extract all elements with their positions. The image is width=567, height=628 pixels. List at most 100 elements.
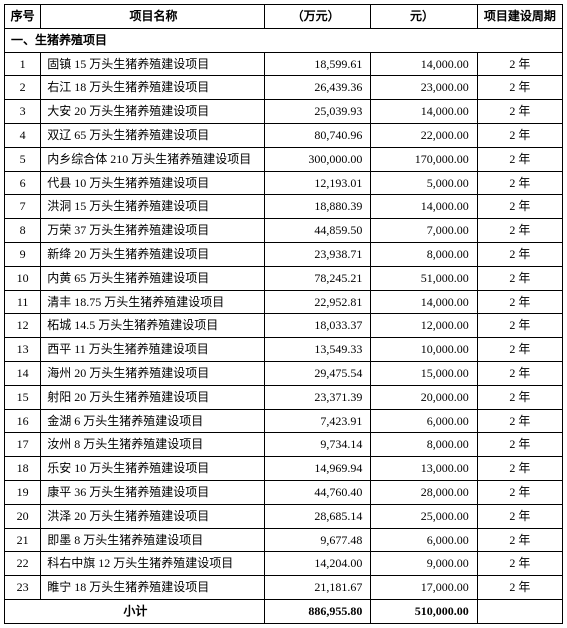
table-row: 23睢宁 18 万头生猪养殖建设项目21,181.6717,000.002 年 xyxy=(5,576,563,600)
cell-capacity: 10,000.00 xyxy=(371,338,477,362)
cell-name: 金湖 6 万头生猪养殖建设项目 xyxy=(41,409,265,433)
cell-name: 代县 10 万头生猪养殖建设项目 xyxy=(41,171,265,195)
cell-period: 2 年 xyxy=(477,528,562,552)
cell-idx: 9 xyxy=(5,242,41,266)
cell-period: 2 年 xyxy=(477,290,562,314)
cell-idx: 4 xyxy=(5,123,41,147)
table-row: 21即墨 8 万头生猪养殖建设项目9,677.486,000.002 年 xyxy=(5,528,563,552)
cell-name: 康平 36 万头生猪养殖建设项目 xyxy=(41,480,265,504)
cell-name: 洪洞 15 万头生猪养殖建设项目 xyxy=(41,195,265,219)
cell-idx: 2 xyxy=(5,76,41,100)
cell-idx: 16 xyxy=(5,409,41,433)
cell-invest: 22,952.81 xyxy=(264,290,370,314)
cell-name: 科右中旗 12 万头生猪养殖建设项目 xyxy=(41,552,265,576)
table-row: 22科右中旗 12 万头生猪养殖建设项目14,204.009,000.002 年 xyxy=(5,552,563,576)
cell-invest: 29,475.54 xyxy=(264,361,370,385)
cell-period: 2 年 xyxy=(477,361,562,385)
cell-name: 新绛 20 万头生猪养殖建设项目 xyxy=(41,242,265,266)
cell-name: 双辽 65 万头生猪养殖建设项目 xyxy=(41,123,265,147)
cell-name: 固镇 15 万头生猪养殖建设项目 xyxy=(41,52,265,76)
cell-capacity: 17,000.00 xyxy=(371,576,477,600)
table-row: 5内乡综合体 210 万头生猪养殖建设项目300,000.00170,000.0… xyxy=(5,147,563,171)
cell-name: 乐安 10 万头生猪养殖建设项目 xyxy=(41,457,265,481)
table-row: 10内黄 65 万头生猪养殖建设项目78,245.2151,000.002 年 xyxy=(5,266,563,290)
cell-period: 2 年 xyxy=(477,576,562,600)
cell-idx: 5 xyxy=(5,147,41,171)
cell-name: 西平 11 万头生猪养殖建设项目 xyxy=(41,338,265,362)
cell-period: 2 年 xyxy=(477,219,562,243)
header-period: 项目建设周期 xyxy=(477,5,562,29)
cell-period: 2 年 xyxy=(477,52,562,76)
cell-invest: 21,181.67 xyxy=(264,576,370,600)
cell-capacity: 6,000.00 xyxy=(371,528,477,552)
cell-invest: 12,193.01 xyxy=(264,171,370,195)
cell-capacity: 14,000.00 xyxy=(371,100,477,124)
cell-period: 2 年 xyxy=(477,242,562,266)
subtotal-row: 小计886,955.80510,000.00 xyxy=(5,599,563,623)
cell-invest: 28,685.14 xyxy=(264,504,370,528)
header-name: 项目名称 xyxy=(41,5,265,29)
cell-idx: 7 xyxy=(5,195,41,219)
cell-name: 万荣 37 万头生猪养殖建设项目 xyxy=(41,219,265,243)
cell-idx: 21 xyxy=(5,528,41,552)
cell-period: 2 年 xyxy=(477,338,562,362)
cell-period: 2 年 xyxy=(477,147,562,171)
cell-name: 射阳 20 万头生猪养殖建设项目 xyxy=(41,385,265,409)
table-row: 4双辽 65 万头生猪养殖建设项目80,740.9622,000.002 年 xyxy=(5,123,563,147)
cell-invest: 23,938.71 xyxy=(264,242,370,266)
cell-invest: 14,204.00 xyxy=(264,552,370,576)
cell-name: 汝州 8 万头生猪养殖建设项目 xyxy=(41,433,265,457)
cell-name: 即墨 8 万头生猪养殖建设项目 xyxy=(41,528,265,552)
cell-period: 2 年 xyxy=(477,409,562,433)
cell-capacity: 22,000.00 xyxy=(371,123,477,147)
table-row: 11清丰 18.75 万头生猪养殖建设项目22,952.8114,000.002… xyxy=(5,290,563,314)
cell-period: 2 年 xyxy=(477,76,562,100)
header-capacity: 元） xyxy=(371,5,477,29)
cell-period: 2 年 xyxy=(477,266,562,290)
cell-invest: 9,677.48 xyxy=(264,528,370,552)
table-row: 20洪泽 20 万头生猪养殖建设项目28,685.1425,000.002 年 xyxy=(5,504,563,528)
cell-invest: 44,859.50 xyxy=(264,219,370,243)
cell-invest: 18,599.61 xyxy=(264,52,370,76)
header-idx: 序号 xyxy=(5,5,41,29)
cell-name: 清丰 18.75 万头生猪养殖建设项目 xyxy=(41,290,265,314)
table-row: 7洪洞 15 万头生猪养殖建设项目18,880.3914,000.002 年 xyxy=(5,195,563,219)
cell-invest: 14,969.94 xyxy=(264,457,370,481)
cell-idx: 17 xyxy=(5,433,41,457)
projects-table: 序号 项目名称 （万元） 元） 项目建设周期 一、生猪养殖项目 1固镇 15 万… xyxy=(4,4,563,624)
table-row: 17汝州 8 万头生猪养殖建设项目9,734.148,000.002 年 xyxy=(5,433,563,457)
cell-name: 内乡综合体 210 万头生猪养殖建设项目 xyxy=(41,147,265,171)
cell-invest: 80,740.96 xyxy=(264,123,370,147)
cell-period: 2 年 xyxy=(477,552,562,576)
cell-invest: 26,439.36 xyxy=(264,76,370,100)
subtotal-invest: 886,955.80 xyxy=(264,599,370,623)
subtotal-label: 小计 xyxy=(5,599,265,623)
cell-period: 2 年 xyxy=(477,195,562,219)
cell-idx: 13 xyxy=(5,338,41,362)
table-row: 9新绛 20 万头生猪养殖建设项目23,938.718,000.002 年 xyxy=(5,242,563,266)
table-row: 19康平 36 万头生猪养殖建设项目44,760.4028,000.002 年 xyxy=(5,480,563,504)
table-row: 18乐安 10 万头生猪养殖建设项目14,969.9413,000.002 年 xyxy=(5,457,563,481)
cell-idx: 1 xyxy=(5,52,41,76)
cell-invest: 9,734.14 xyxy=(264,433,370,457)
cell-invest: 7,423.91 xyxy=(264,409,370,433)
cell-invest: 23,371.39 xyxy=(264,385,370,409)
cell-capacity: 14,000.00 xyxy=(371,52,477,76)
cell-name: 睢宁 18 万头生猪养殖建设项目 xyxy=(41,576,265,600)
cell-name: 内黄 65 万头生猪养殖建设项目 xyxy=(41,266,265,290)
cell-idx: 3 xyxy=(5,100,41,124)
cell-capacity: 6,000.00 xyxy=(371,409,477,433)
cell-period: 2 年 xyxy=(477,314,562,338)
section-row: 一、生猪养殖项目 xyxy=(5,28,563,52)
table-row: 2右江 18 万头生猪养殖建设项目26,439.3623,000.002 年 xyxy=(5,76,563,100)
cell-period: 2 年 xyxy=(477,457,562,481)
cell-idx: 23 xyxy=(5,576,41,600)
cell-idx: 20 xyxy=(5,504,41,528)
cell-invest: 25,039.93 xyxy=(264,100,370,124)
cell-capacity: 20,000.00 xyxy=(371,385,477,409)
cell-idx: 12 xyxy=(5,314,41,338)
cell-idx: 18 xyxy=(5,457,41,481)
cell-period: 2 年 xyxy=(477,433,562,457)
cell-capacity: 12,000.00 xyxy=(371,314,477,338)
cell-capacity: 14,000.00 xyxy=(371,290,477,314)
